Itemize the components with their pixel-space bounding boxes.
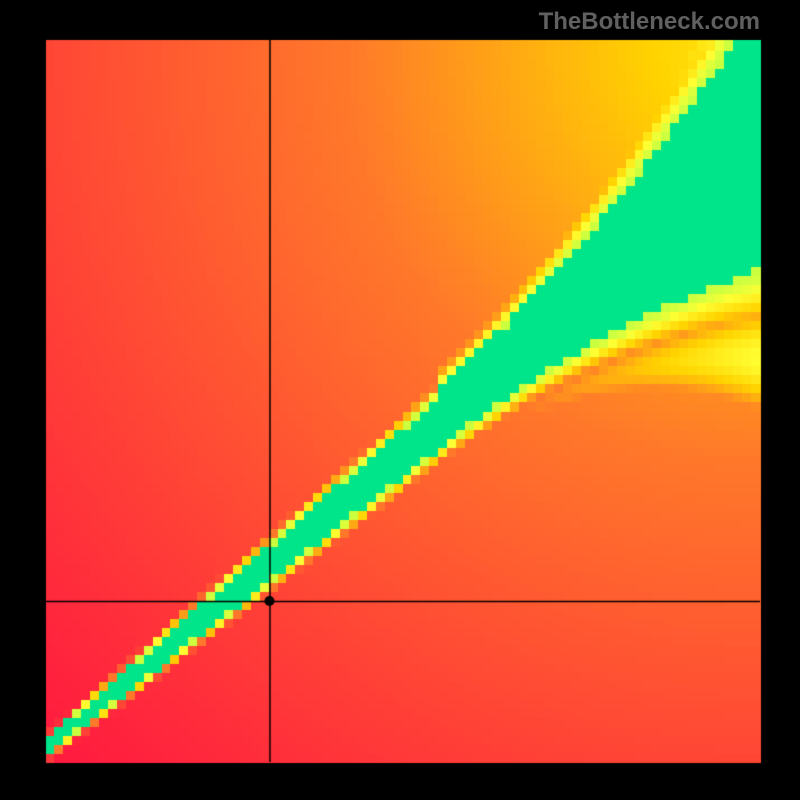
watermark-text: TheBottleneck.com (539, 8, 760, 36)
bottleneck-heatmap (0, 0, 800, 800)
